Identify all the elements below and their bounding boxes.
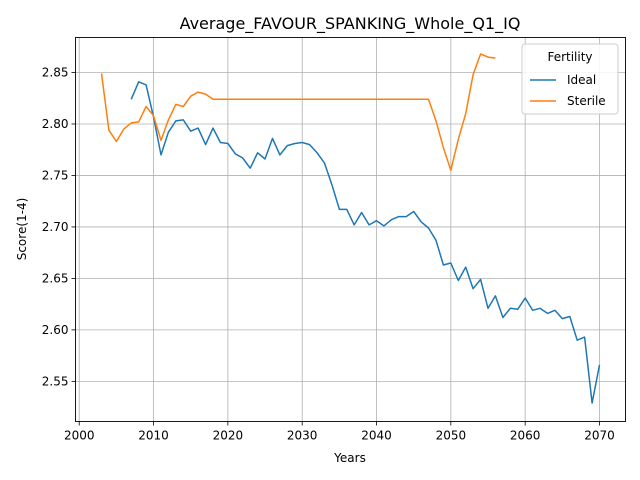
x-tick-label: 2070 — [584, 429, 615, 443]
y-axis-label: Score(1-4) — [15, 198, 29, 261]
y-tick-label: 2.80 — [42, 117, 69, 131]
legend-title: Fertility — [547, 50, 592, 64]
y-axis-ticks: 2.55 2.60 2.65 2.70 2.75 2.80 2.85 — [42, 66, 76, 388]
series-line-ideal — [130, 81, 601, 404]
y-tick-label: 2.65 — [42, 271, 69, 285]
series-lines — [100, 53, 601, 404]
x-tick-label: 2000 — [64, 429, 95, 443]
y-tick-label: 2.70 — [42, 220, 69, 234]
y-tick-label: 2.85 — [42, 66, 69, 80]
x-tick-label: 2040 — [361, 429, 392, 443]
legend-box — [521, 43, 619, 115]
legend-label-ideal: Ideal — [567, 73, 596, 87]
y-tick-label: 2.75 — [42, 168, 69, 182]
x-tick-label: 2010 — [138, 429, 169, 443]
x-tick-label: 2050 — [436, 429, 467, 443]
chart-title: Average_FAVOUR_SPANKING_Whole_Q1_IQ — [180, 14, 521, 34]
legend-label-sterile: Sterile — [567, 94, 606, 108]
x-axis-label: Years — [333, 451, 366, 465]
x-axis-ticks: 2000 2010 2020 2030 2040 2050 2060 2070 — [64, 421, 615, 443]
x-tick-label: 2030 — [287, 429, 318, 443]
x-tick-label: 2060 — [510, 429, 541, 443]
y-tick-label: 2.55 — [42, 374, 69, 388]
x-tick-label: 2020 — [213, 429, 244, 443]
legend: Fertility Ideal Sterile — [521, 43, 619, 115]
y-tick-label: 2.60 — [42, 323, 69, 337]
series-line-sterile — [100, 53, 496, 172]
plot-area-frame — [75, 37, 626, 422]
